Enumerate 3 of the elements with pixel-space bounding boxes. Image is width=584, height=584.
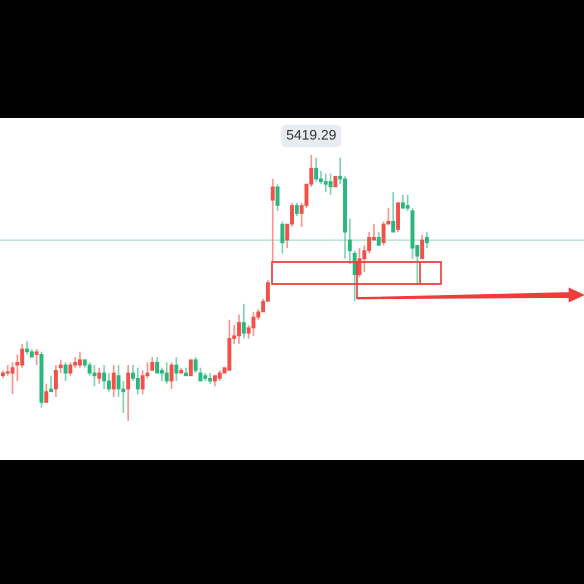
candlestick xyxy=(188,359,193,376)
candlestick xyxy=(333,176,338,188)
annotation: 5419.29 xyxy=(286,130,336,140)
